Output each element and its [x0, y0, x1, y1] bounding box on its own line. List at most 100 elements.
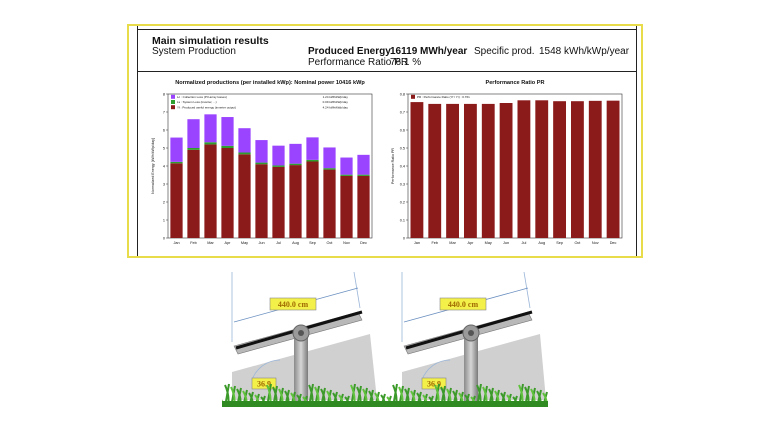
bar-0-jul — [517, 100, 531, 238]
legend: PR : Performance Ratio (Yf / Yr) : 0.761 — [411, 94, 470, 99]
y-tick-label: 0 — [163, 237, 165, 241]
bar-2-apr — [221, 117, 234, 146]
dimension-label: 440.0 cm — [278, 300, 309, 309]
x-tick-label: Nov — [343, 241, 350, 245]
bar-0-jul — [272, 166, 285, 238]
bar-2-jun — [255, 140, 268, 163]
legend-value: 1.24 kWh/kWp/day — [323, 95, 349, 99]
produced-energy-value: 16119 MWh/year — [390, 46, 468, 57]
y-tick-label: 0.6 — [400, 129, 405, 133]
report-frame: Main simulation results System Productio… — [137, 26, 637, 256]
tilt-arc — [251, 359, 281, 381]
x-tick-label: Jul — [521, 241, 526, 245]
x-tick-label: Mar — [207, 241, 214, 245]
bar-0-apr — [221, 148, 234, 238]
y-tick-label: 6 — [163, 129, 165, 133]
tracker-left: 440.0 cm 36.9 — [231, 271, 377, 404]
bar-1-sep — [306, 159, 319, 162]
tilt-label: 36.9 — [427, 380, 441, 389]
top-rule — [138, 29, 636, 30]
tilt-badge — [251, 377, 277, 390]
bar-0-nov — [588, 100, 602, 238]
y-tick-label: 2 — [163, 201, 165, 205]
y-tick-label: 0.4 — [400, 165, 405, 169]
results-title: Main simulation results — [152, 35, 269, 47]
legend-swatch — [411, 94, 415, 99]
bar-1-jan — [170, 161, 183, 164]
x-tick-label: May — [485, 241, 492, 245]
y-tick-label: 0 — [403, 237, 405, 241]
specific-prod-label: Specific prod. — [474, 46, 535, 57]
tilt-label: 36.9 — [257, 380, 271, 389]
plot-area — [167, 93, 373, 239]
x-tick-label: Jul — [276, 241, 281, 245]
bar-0-apr — [463, 103, 477, 239]
bar-2-may — [238, 128, 251, 153]
dimension-badge — [269, 297, 317, 311]
legend-label: Lc : Collection Loss (PV-array losses) — [177, 95, 227, 99]
legend-swatch — [171, 105, 175, 110]
bar-0-may — [481, 103, 495, 239]
legend-swatch — [171, 100, 175, 104]
x-tick-label: Dec — [360, 241, 367, 245]
x-tick-label: Feb — [190, 241, 197, 245]
x-tick-label: Jan — [173, 241, 179, 245]
y-tick-label: 0.8 — [400, 93, 405, 97]
x-tick-label: Aug — [292, 241, 299, 245]
y-tick-label: 0.5 — [400, 147, 405, 151]
x-tick-label: Jun — [503, 241, 509, 245]
x-tick-label: Jun — [258, 241, 264, 245]
bar-0-sep — [553, 101, 567, 238]
bar-1-may — [238, 152, 251, 155]
tracker-illustration: 440.0 cm 36.9 440.0 cm 36.9 — [222, 271, 548, 407]
performance-ratio-value: 76.1 % — [390, 57, 422, 68]
pivot-hub — [468, 330, 474, 336]
grass — [222, 383, 548, 407]
dimension-label: 440.0 cm — [448, 300, 479, 309]
bar-0-mar — [446, 103, 460, 239]
post — [464, 332, 478, 404]
x-tick-label: Sep — [556, 241, 563, 245]
y-tick-label: 8 — [163, 93, 165, 97]
y-tick-label: 0.3 — [400, 183, 405, 187]
bar-0-sep — [306, 161, 319, 238]
x-tick-label: Aug — [538, 241, 545, 245]
dimension-line — [523, 271, 531, 309]
bar-2-dec — [357, 154, 370, 175]
bar-0-jun — [255, 164, 268, 238]
bar-2-mar — [204, 114, 217, 143]
legend-swatch — [171, 94, 175, 99]
y-tick-label: 5 — [163, 147, 165, 151]
tracker-right: 440.0 cm 36.9 — [401, 271, 546, 404]
y-tick-label: 0.7 — [400, 111, 405, 115]
bar-0-feb — [428, 103, 442, 239]
x-tick-label: Apr — [225, 241, 232, 245]
y-tick-label: 1 — [163, 219, 165, 223]
post — [294, 332, 308, 404]
tilt-arc — [421, 359, 451, 381]
legend-label: Yf : Produced useful energy (inverter ou… — [177, 105, 236, 109]
bar-0-jan — [170, 163, 183, 238]
bar-0-may — [238, 154, 251, 238]
bar-1-oct — [323, 168, 336, 170]
x-tick-label: Oct — [574, 241, 581, 245]
section-rule — [138, 71, 636, 72]
bar-2-sep — [306, 137, 319, 160]
x-tick-label: Feb — [431, 241, 438, 245]
bar-0-aug — [289, 165, 302, 238]
bar-0-feb — [187, 149, 200, 238]
y-tick-label: 0.1 — [400, 219, 405, 223]
performance-ratio-chart: Performance Ratio PR 0 0.1 0.2 0.3 0.4 0.5 0.6 0… — [391, 80, 623, 245]
specific-prod-value: 1548 kWh/kWp/year — [539, 46, 630, 57]
y-tick-label: 3 — [163, 183, 165, 187]
bar-2-nov — [340, 157, 353, 175]
bar-0-aug — [535, 100, 549, 238]
bar-1-mar — [204, 142, 217, 145]
legend: Lc : Collection Loss (PV-array losses) 1.… — [171, 94, 349, 110]
y-tick-label: 7 — [163, 111, 165, 115]
x-tick-label: Sep — [309, 241, 316, 245]
bar-1-dec — [357, 174, 370, 176]
y-tick-label: 4 — [163, 165, 165, 169]
bar-0-jun — [499, 103, 513, 238]
bar-0-oct — [323, 169, 336, 238]
